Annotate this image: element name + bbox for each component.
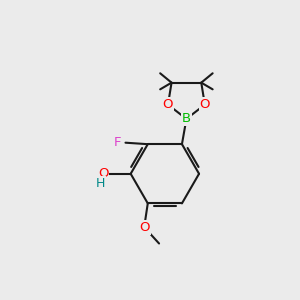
Text: O: O [163,98,173,111]
Text: O: O [139,221,149,234]
Text: F: F [113,136,121,148]
Text: O: O [98,167,108,180]
Text: B: B [182,112,191,125]
Text: H: H [95,177,105,190]
Text: O: O [200,98,210,111]
